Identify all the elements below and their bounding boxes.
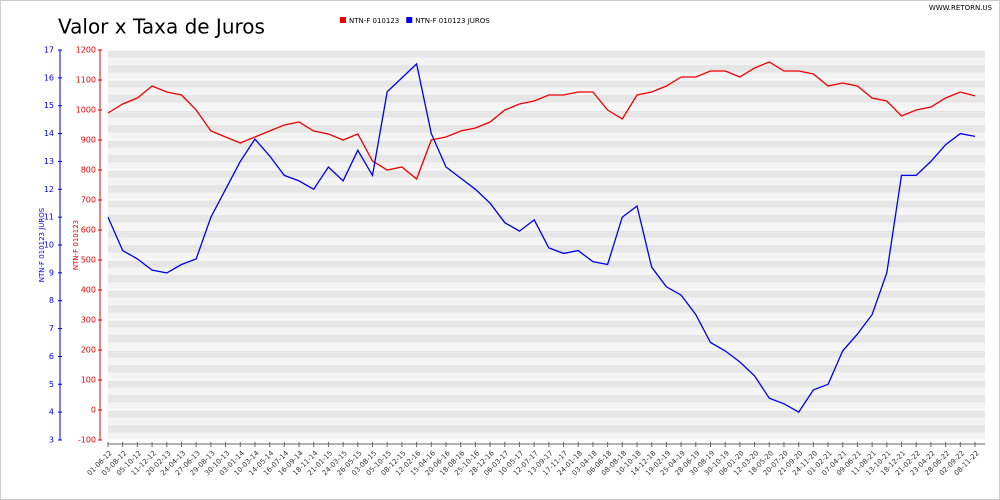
band	[108, 320, 985, 328]
y2-tick-label: 4	[49, 408, 54, 417]
band	[108, 335, 985, 343]
band	[108, 80, 985, 88]
y2-tick-label: 14	[44, 129, 54, 138]
legend-swatch	[340, 17, 346, 23]
y2-tick-label: 7	[49, 324, 54, 333]
band	[108, 125, 985, 133]
y-tick-label: 400	[81, 286, 96, 295]
legend-label: NTN-F 010123	[349, 17, 399, 25]
y-tick-label: 300	[81, 316, 96, 325]
y-tick-label: 1200	[76, 46, 96, 55]
band	[108, 155, 985, 163]
y-tick-label: 100	[81, 376, 96, 385]
source: WWW.RETORN.US	[929, 4, 993, 12]
band	[108, 290, 985, 298]
band	[108, 95, 985, 103]
band	[108, 110, 985, 118]
band	[108, 245, 985, 253]
y2-tick-label: 15	[44, 101, 54, 110]
band	[108, 260, 985, 268]
y-tick-label: 1000	[76, 106, 96, 115]
y2-tick-label: 10	[44, 241, 54, 250]
band	[108, 230, 985, 238]
band	[108, 395, 985, 403]
series-line	[107, 62, 976, 413]
band	[108, 50, 985, 58]
band	[108, 215, 985, 223]
y-tick-label: 600	[81, 226, 96, 235]
band	[108, 200, 985, 208]
y2-tick-label: 13	[44, 157, 54, 166]
y-tick-label: 200	[81, 346, 96, 355]
band	[108, 65, 985, 73]
band	[108, 425, 985, 433]
legend: NTN-F 010123 NTN-F 010123 JUROS	[340, 17, 490, 25]
legend-label: NTN-F 010123 JUROS	[415, 17, 490, 25]
band	[108, 350, 985, 358]
y2-tick-label: 3	[49, 436, 54, 445]
y-tick-label: 800	[81, 166, 96, 175]
y2-tick-label: 12	[44, 185, 54, 194]
y2-tick-label: 6	[49, 352, 54, 361]
y-tick-label: -100	[78, 436, 96, 445]
y-tick-label: 500	[81, 256, 96, 265]
y2-axis-title: NTN-F 010123 JUROS	[38, 207, 46, 282]
y2-tick-label: 8	[49, 296, 54, 305]
y2-tick-label: 16	[44, 73, 54, 82]
y2-tick-label: 17	[44, 46, 54, 55]
y-tick-label: 700	[81, 196, 96, 205]
y-tick-label: 900	[81, 136, 96, 145]
y-tick-label: 1100	[76, 76, 96, 85]
band	[108, 275, 985, 283]
band	[108, 305, 985, 313]
y2-tick-label: 11	[44, 213, 54, 222]
series-line	[107, 61, 976, 181]
y2-tick-label: 5	[49, 380, 54, 389]
band	[108, 170, 985, 178]
band	[108, 140, 985, 148]
legend-swatch	[406, 17, 413, 23]
band	[108, 185, 985, 193]
y-axis-title: NTN-F 010123	[72, 220, 80, 270]
chart-title: Valor x Taxa de Juros	[58, 15, 265, 39]
y-tick-label: 0	[91, 406, 96, 415]
y2-tick-label: 9	[49, 268, 54, 277]
band	[108, 410, 985, 418]
band	[108, 380, 985, 388]
band	[108, 365, 985, 373]
